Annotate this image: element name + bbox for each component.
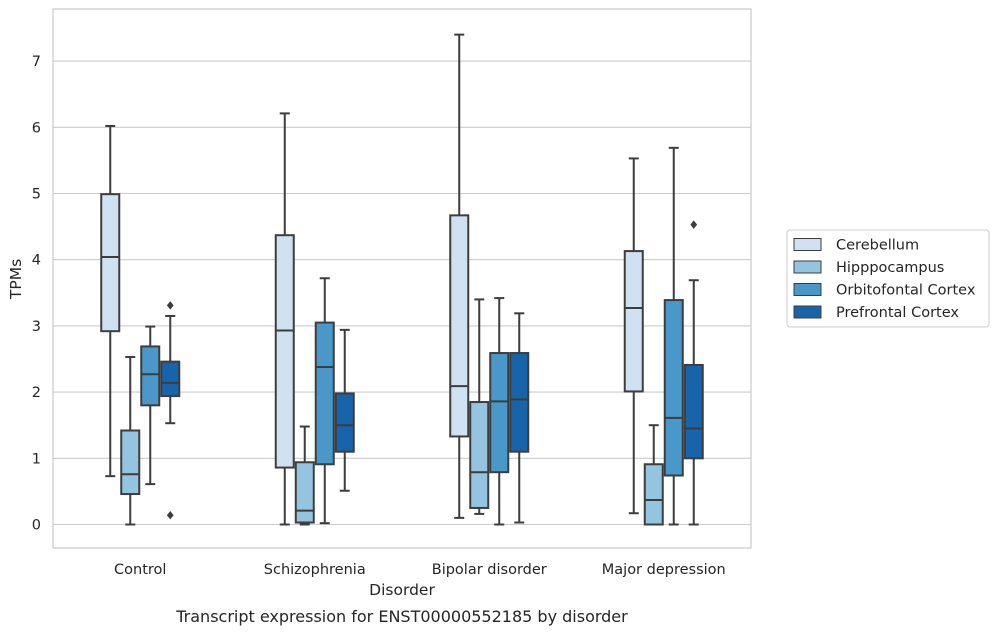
legend-items: Cerebellum Hipppocampus Orbitofontal Corte… <box>793 238 976 321</box>
box-iqr <box>663 299 684 477</box>
box-orbitofontal-cortex-2 <box>489 297 510 526</box>
y-tick-label: 1 <box>32 451 41 467</box>
legend-frame <box>786 229 990 328</box>
y-tick-label: 6 <box>32 120 41 136</box>
box-iqr <box>100 193 121 333</box>
y-tick-label: 2 <box>32 385 41 401</box>
plot-frame <box>52 8 752 549</box>
y-tick-label: 4 <box>32 253 41 269</box>
outlier-point <box>166 511 174 520</box>
box-iqr <box>449 214 470 438</box>
box-iqr <box>489 352 510 474</box>
outlier-point <box>690 220 698 229</box>
x-tick-label: Bipolar disorder <box>432 562 547 578</box>
legend-label: Orbitofontal Cortex <box>836 283 976 299</box>
y-tick-label: 5 <box>32 187 41 203</box>
legend-label: Prefrontal Cortex <box>836 305 959 321</box>
box-iqr <box>469 401 490 509</box>
box-cerebellum-0 <box>100 124 121 478</box>
box-hipppocampus-2 <box>469 298 490 515</box>
chart-caption: Transcript expression for ENST0000055218… <box>175 607 628 626</box>
box-cerebellum-2 <box>449 33 470 519</box>
legend-swatch <box>793 305 822 319</box>
box-orbitofontal-cortex-0 <box>140 325 161 486</box>
box-iqr <box>334 392 355 453</box>
y-tick-label: 7 <box>32 54 41 70</box>
box-iqr <box>683 363 704 460</box>
box-iqr <box>314 321 335 466</box>
y-tick-label: 3 <box>32 319 41 335</box>
box-cerebellum-1 <box>274 112 295 526</box>
x-tick-label: Schizophrenia <box>264 562 366 578</box>
box-groups <box>100 33 704 526</box>
legend: Cerebellum Hipppocampus Orbitofontal Corte… <box>786 229 990 328</box>
x-tick-label: Major depression <box>602 562 726 578</box>
x-tick-label: Control <box>114 562 166 578</box>
box-iqr <box>643 463 664 526</box>
grid-lines <box>53 60 751 526</box>
x-tick-labels: Control Schizophrenia Bipolar disorder Majo… <box>114 562 726 578</box>
box-orbitofontal-cortex-3 <box>663 146 684 526</box>
box-hipppocampus-0 <box>120 356 141 526</box>
legend-swatch <box>793 283 822 296</box>
box-iqr <box>120 429 141 496</box>
box-iqr <box>160 360 181 398</box>
box-iqr <box>274 234 295 469</box>
box-prefrontal-cortex-0 <box>160 301 181 520</box>
box-orbitofontal-cortex-1 <box>314 277 335 525</box>
box-hipppocampus-1 <box>294 425 315 526</box>
box-iqr <box>623 250 644 393</box>
legend-label: Cerebellum <box>836 238 919 254</box>
box-prefrontal-cortex-3 <box>683 220 704 526</box>
box-hipppocampus-3 <box>643 424 664 526</box>
box-prefrontal-cortex-2 <box>509 312 530 524</box>
y-tick-label: 0 <box>32 518 41 534</box>
box-iqr <box>509 352 530 453</box>
box-cerebellum-3 <box>623 157 644 515</box>
outlier-point <box>166 301 174 310</box>
box-iqr <box>294 461 315 524</box>
box-iqr <box>140 345 161 407</box>
x-axis-label: Disorder <box>369 581 435 599</box>
y-tick-labels: 0 1 2 3 4 5 6 7 <box>32 54 41 533</box>
legend-swatch <box>793 260 822 274</box>
box-prefrontal-cortex-1 <box>334 328 355 492</box>
legend-label: Hipppocampus <box>836 260 944 276</box>
y-axis-label: TPMs <box>7 259 25 300</box>
legend-swatch <box>793 238 822 251</box>
